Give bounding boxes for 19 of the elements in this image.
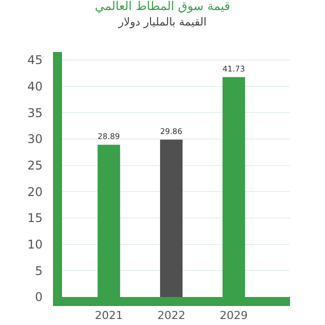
data-label: 29.86: [160, 127, 182, 136]
y-tick-label: 5: [34, 264, 43, 278]
x-tick-label: 2029: [220, 309, 248, 322]
bar: [160, 140, 183, 297]
y-tick-label: 35: [27, 106, 43, 120]
y-tick-label: 0: [34, 290, 43, 304]
y-tick-label: 40: [27, 79, 43, 94]
y-tick-label: 25: [27, 158, 43, 172]
chart-subtitle: القيمة بالمليار دولار: [117, 15, 207, 28]
x-tick-label: 2022: [157, 309, 186, 322]
chart-title: قيمة سوق المطاط العالمي: [94, 0, 230, 13]
y-tick-label: 30: [27, 132, 43, 146]
y-tick-label: 45: [27, 53, 43, 68]
y-tick-label: 10: [27, 238, 43, 252]
data-label: 41.73: [222, 64, 246, 74]
y-tick-label: 15: [27, 211, 43, 226]
x-tick-label: 2021: [94, 309, 123, 322]
data-label: 28.89: [98, 132, 120, 142]
y-tick-label: 20: [27, 184, 43, 199]
